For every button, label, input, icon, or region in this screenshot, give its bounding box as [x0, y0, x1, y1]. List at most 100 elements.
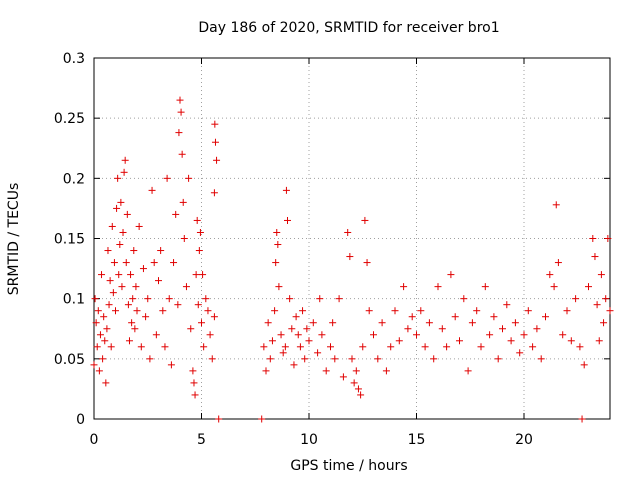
data-point — [215, 415, 223, 423]
data-point — [327, 343, 334, 351]
data-point — [559, 331, 567, 339]
data-point — [370, 331, 377, 339]
data-point — [176, 96, 184, 104]
data-point — [554, 259, 562, 267]
data-point — [395, 337, 403, 345]
data-point — [258, 415, 266, 423]
data-point — [112, 307, 119, 315]
data-point — [331, 355, 339, 363]
data-point — [494, 355, 502, 363]
data-point — [206, 331, 214, 339]
data-point — [511, 319, 519, 327]
data-point — [606, 307, 614, 315]
data-point — [363, 259, 371, 267]
data-point — [503, 301, 511, 309]
data-point — [552, 201, 560, 209]
data-point — [314, 349, 322, 357]
data-point — [578, 415, 586, 423]
data-point — [194, 301, 202, 309]
data-point — [108, 222, 116, 230]
data-point — [93, 343, 101, 351]
data-point — [98, 271, 106, 279]
data-point — [268, 337, 276, 345]
data-point — [359, 343, 367, 351]
data-point — [146, 355, 154, 363]
data-point — [417, 307, 425, 315]
data-point — [202, 295, 210, 303]
data-point — [170, 259, 178, 267]
data-point — [275, 283, 283, 291]
data-point — [486, 331, 494, 339]
ticks: 0 0.05 0.1 0.15 0.2 0.25 0.3 0 5 10 15 20 — [54, 51, 610, 448]
y-tick-label: 0.3 — [63, 51, 85, 67]
data-point — [468, 319, 476, 327]
data-point — [567, 337, 575, 345]
data-point — [400, 283, 408, 291]
data-point — [572, 295, 580, 303]
data-point — [443, 343, 451, 351]
data-point — [163, 174, 171, 182]
data-point — [473, 307, 481, 315]
data-point — [211, 120, 219, 128]
x-axis-label: GPS time / hours — [290, 458, 407, 474]
data-point — [189, 367, 197, 375]
data-point — [157, 247, 165, 255]
data-point — [546, 271, 554, 279]
data-point — [187, 325, 195, 333]
data-point — [460, 295, 468, 303]
data-point — [198, 319, 205, 327]
data-point — [155, 277, 162, 285]
data-point — [117, 198, 125, 206]
data-point — [196, 228, 204, 236]
data-point — [211, 138, 219, 146]
data-point — [318, 331, 326, 339]
data-point — [301, 355, 309, 363]
data-point — [105, 301, 113, 309]
data-point — [322, 367, 330, 375]
data-point — [91, 295, 99, 303]
data-point — [129, 295, 137, 303]
data-point — [477, 343, 485, 351]
y-tick-label: 0.25 — [54, 111, 85, 127]
data-point — [529, 343, 537, 351]
data-point — [208, 355, 216, 363]
data-point — [121, 156, 129, 164]
data-point — [174, 301, 182, 309]
data-point — [520, 331, 528, 339]
data-point — [277, 331, 285, 339]
data-point — [127, 271, 135, 279]
data-point — [290, 361, 298, 369]
data-point — [122, 259, 130, 267]
data-point — [139, 265, 147, 273]
data-point — [271, 307, 279, 315]
data-point — [282, 186, 290, 194]
data-point — [299, 307, 307, 315]
data-point — [524, 307, 532, 315]
data-point — [103, 325, 111, 333]
data-point — [600, 319, 608, 327]
data-point — [195, 247, 203, 255]
data-point — [316, 295, 324, 303]
data-point — [542, 313, 549, 321]
data-point — [123, 210, 131, 218]
data-point — [131, 325, 139, 333]
data-point — [305, 337, 313, 345]
data-point — [576, 343, 584, 351]
data-point — [99, 355, 107, 363]
data-point — [110, 259, 118, 267]
x-tick-label: 20 — [515, 432, 533, 448]
data-point — [309, 319, 317, 327]
data-point — [104, 247, 112, 255]
data-point — [150, 259, 158, 267]
data-point — [294, 331, 302, 339]
data-point — [118, 283, 126, 291]
data-point — [335, 295, 343, 303]
data-point — [382, 367, 390, 375]
data-point — [107, 343, 115, 351]
data-point — [533, 325, 541, 333]
data-point — [165, 295, 173, 303]
data-point — [456, 337, 463, 345]
data-point — [273, 228, 281, 236]
data-point — [344, 228, 352, 236]
data-point — [591, 253, 599, 261]
